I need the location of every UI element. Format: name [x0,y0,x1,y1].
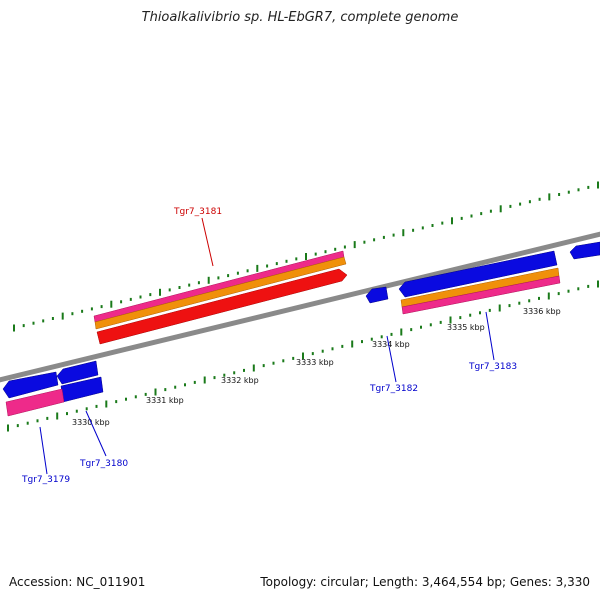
gene-tgr7-3183-blue-arrow[interactable] [398,250,558,298]
accession-label: Accession: NC_011901 [9,575,146,589]
gene-tgr7-3181-red-arrow[interactable] [96,268,348,345]
gene-edge-blue-arrow[interactable] [569,241,600,260]
scale-label: 3331 kbp [146,396,184,405]
gene-label-tgr7-3183[interactable]: Tgr7_3183 [468,362,517,372]
gene-tgr7-3181-orange-feature[interactable] [94,256,347,330]
gene-tgr7-3182-blue-arrow[interactable] [365,286,389,304]
gene-tgr7-3180-blue-arrow-upper[interactable] [56,360,99,385]
leader-line-3182 [386,335,397,383]
gene-tgr7-3179-pink-feature[interactable] [5,388,65,417]
genome-backbone [0,231,600,383]
scale-label: 3336 kbp [523,307,561,316]
gene-tgr7-3183-pink-feature[interactable] [401,275,561,315]
scale-label: 3334 kbp [372,340,410,349]
gene-label-tgr7-3182[interactable]: Tgr7_3182 [369,384,418,394]
lower-scale-ticks [7,280,599,432]
upper-scale-ticks [13,181,599,332]
leader-line-3180 [85,410,107,457]
leader-line-3181 [201,217,214,267]
gene-tgr7-3179-blue-arrow[interactable] [2,371,59,399]
genome-summary-label: Topology: circular; Length: 3,464,554 bp… [260,575,590,589]
gene-label-tgr7-3180[interactable]: Tgr7_3180 [79,459,128,469]
gene-label-tgr7-3179[interactable]: Tgr7_3179 [21,475,70,485]
scale-label: 3333 kbp [296,358,334,367]
scale-label: 3335 kbp [447,323,485,332]
scale-label: 3332 kbp [221,376,259,385]
gene-label-tgr7-3181[interactable]: Tgr7_3181 [173,207,222,217]
leader-line-3179 [39,426,48,475]
leader-line-3183 [485,311,495,361]
map-title: Thioalkalivibrio sp. HL-EbGR7, complete … [141,10,459,25]
